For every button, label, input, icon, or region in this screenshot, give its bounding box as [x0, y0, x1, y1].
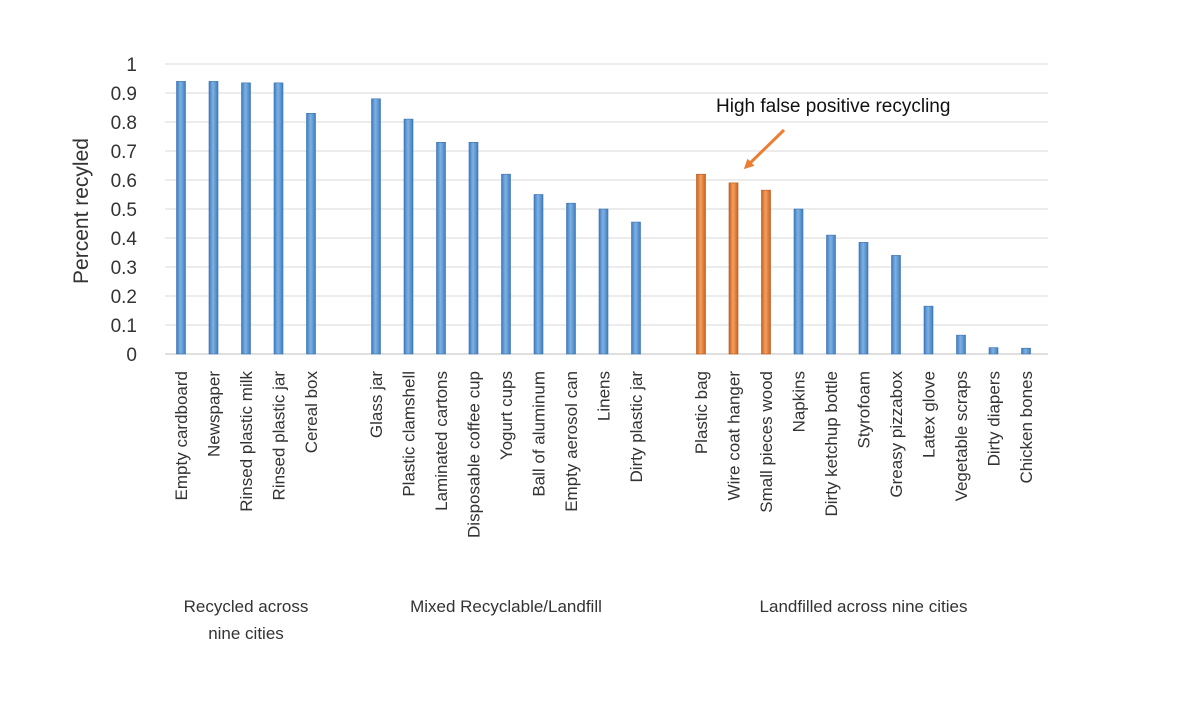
group-label: Landfilled across nine cities: [760, 597, 968, 616]
bar-empty-aerosol-can: [566, 202, 576, 355]
x-tick-label: Empty cardboard: [172, 371, 191, 500]
y-tick-label: 0.3: [111, 258, 137, 279]
group-label: Mixed Recyclable/Landfill: [410, 597, 602, 616]
bar-empty-cardboard: [176, 81, 186, 355]
x-tick-label: Napkins: [790, 371, 809, 432]
bar-disposable-coffee-cup: [468, 142, 479, 355]
bar-newspaper: [208, 81, 219, 355]
bar-styrofoam: [858, 242, 869, 355]
bar-latex-glove: [923, 305, 934, 355]
x-tick-label: Plastic clamshell: [400, 371, 419, 497]
group-label: Recycled across: [184, 597, 309, 616]
bar-wire-coat-hanger: [728, 182, 739, 355]
x-tick-label: Ball of aluminum: [530, 371, 549, 497]
x-tick-label: Rinsed plastic milk: [237, 371, 256, 512]
x-tick-label: Laminated cartons: [432, 371, 451, 511]
bar-plastic-clamshell: [403, 118, 414, 355]
category-labels: Empty cardboard Newspaper Rinsed plastic m…: [172, 371, 1036, 538]
x-tick-label: Vegetable scraps: [952, 371, 971, 501]
annotation: High false positive recycling: [716, 96, 950, 170]
x-tick-label: Rinsed plastic jar: [270, 371, 289, 501]
annotation-text: High false positive recycling: [716, 96, 950, 117]
bar-vegetable-scraps: [956, 334, 966, 355]
bar-dirty-plastic-jar: [631, 221, 641, 355]
x-tick-label: Newspaper: [205, 371, 224, 457]
bar-linens: [598, 208, 609, 355]
bar-glass-jar: [371, 98, 381, 355]
y-tick-label: 0.2: [111, 287, 137, 308]
bar-napkins: [793, 208, 804, 355]
y-tick-label: 0: [126, 345, 137, 366]
bar-rinsed-plastic-jar: [273, 82, 284, 355]
x-tick-label: Chicken bones: [1017, 371, 1036, 483]
bar-yogurt-cups: [501, 173, 511, 355]
bar-small-pieces-wood: [761, 189, 771, 355]
annotation-arrow: [743, 128, 786, 170]
y-tick-label: 1: [126, 55, 137, 76]
x-tick-label: Plastic bag: [692, 371, 711, 454]
group-label: nine cities: [208, 624, 284, 643]
bar-chicken-bones: [1021, 347, 1031, 355]
x-tick-label: Styrofoam: [855, 371, 874, 448]
x-tick-label: Cereal box: [302, 371, 321, 454]
y-axis-title: Percent recyled: [70, 138, 93, 284]
y-tick-label: 0.4: [111, 229, 138, 250]
bar-cereal-box: [306, 113, 316, 355]
x-tick-label: Empty aerosol can: [562, 371, 581, 512]
bar-laminated-cartons: [436, 142, 446, 355]
x-tick-label: Wire coat hanger: [725, 371, 744, 501]
y-tick-label: 0.8: [111, 113, 137, 134]
y-tick-label: 0.7: [111, 142, 137, 163]
bars: [176, 81, 1031, 355]
x-tick-label: Dirty plastic jar: [627, 371, 646, 483]
x-tick-label: Dirty ketchup bottle: [822, 371, 841, 517]
bar-rinsed-plastic-milk: [241, 82, 251, 355]
bar-greasy-pizzabox: [891, 255, 901, 355]
x-tick-label: Yogurt cups: [497, 371, 516, 460]
x-tick-label: Greasy pizzabox: [887, 371, 906, 498]
y-tick-label: 0.6: [111, 171, 137, 192]
x-tick-label: Dirty diapers: [985, 371, 1004, 466]
y-tick-label: 0.1: [111, 316, 137, 337]
y-tick-label: 0.5: [111, 200, 137, 221]
x-tick-label: Linens: [595, 371, 614, 421]
x-tick-label: Glass jar: [367, 371, 386, 438]
y-tick-label: 0.9: [111, 84, 137, 105]
bar-dirty-ketchup-bottle: [826, 234, 836, 355]
bar-dirty-diapers: [988, 347, 999, 355]
x-tick-label: Disposable coffee cup: [465, 371, 484, 538]
x-tick-label: Small pieces wood: [757, 371, 776, 513]
y-axis-ticks: 0 0.1 0.2 0.3 0.4 0.5 0.6 0.7 0.8 0.9 1: [111, 55, 138, 366]
group-labels: Recycled across nine cities Mixed Recyclab…: [184, 597, 968, 643]
x-tick-label: Latex glove: [920, 371, 939, 458]
bar-ball-of-aluminum: [533, 194, 544, 355]
bar-plastic-bag: [696, 173, 706, 355]
